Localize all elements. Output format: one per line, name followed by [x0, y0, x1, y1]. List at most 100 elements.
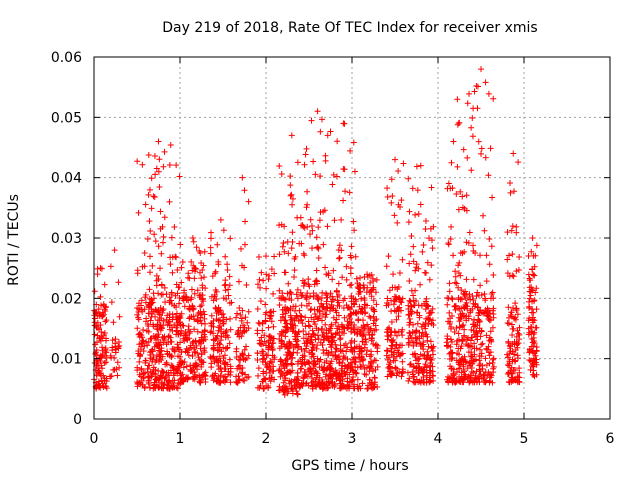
data-point — [417, 379, 424, 386]
data-point — [468, 349, 475, 356]
data-point — [396, 304, 403, 311]
data-point — [234, 310, 241, 317]
data-point — [418, 367, 425, 374]
data-point — [156, 156, 163, 163]
data-point — [102, 359, 109, 366]
data-point — [164, 348, 171, 355]
data-point — [511, 188, 518, 195]
data-point — [214, 241, 221, 248]
data-point — [364, 302, 371, 309]
data-point — [218, 333, 225, 340]
data-point — [490, 95, 497, 102]
data-point — [320, 241, 327, 248]
data-point — [301, 252, 308, 259]
data-point — [192, 362, 199, 369]
data-point — [367, 288, 374, 295]
data-point — [513, 223, 520, 230]
data-point-peak — [417, 162, 424, 169]
data-point — [444, 301, 451, 308]
data-point — [420, 369, 427, 376]
data-point — [302, 369, 309, 376]
data-point — [413, 297, 420, 304]
data-point — [177, 321, 184, 328]
data-point — [198, 260, 205, 267]
data-point — [284, 369, 291, 376]
data-point — [416, 364, 423, 371]
data-point — [450, 252, 457, 259]
data-point — [93, 352, 100, 359]
data-point — [140, 326, 147, 333]
data-point — [347, 346, 354, 353]
data-point — [202, 379, 209, 386]
data-point — [277, 330, 284, 337]
data-point — [508, 364, 515, 371]
data-point — [236, 333, 243, 340]
data-point — [241, 346, 248, 353]
data-point — [283, 342, 290, 349]
data-point — [487, 374, 494, 381]
data-point — [222, 277, 229, 284]
data-point — [334, 138, 341, 145]
data-point — [406, 330, 413, 337]
data-point — [200, 359, 207, 366]
data-point — [526, 288, 533, 295]
data-point — [473, 293, 480, 300]
data-point — [258, 269, 265, 276]
data-point — [469, 133, 476, 140]
data-point — [210, 353, 217, 360]
data-point — [263, 364, 270, 371]
data-point — [366, 326, 373, 333]
data-point — [424, 259, 431, 266]
data-point — [157, 327, 164, 334]
data-point — [309, 227, 316, 234]
data-point — [427, 225, 434, 232]
data-point — [397, 204, 404, 211]
data-point — [195, 354, 202, 361]
data-point — [294, 344, 301, 351]
data-point — [276, 251, 283, 258]
data-point — [308, 353, 315, 360]
data-point — [388, 308, 395, 315]
data-point — [303, 296, 310, 303]
data-point — [115, 345, 122, 352]
data-point — [361, 295, 368, 302]
data-point — [259, 378, 266, 385]
data-point — [383, 302, 390, 309]
data-point — [215, 308, 222, 315]
data-point — [533, 285, 540, 292]
data-point — [326, 380, 333, 387]
data-point — [531, 272, 538, 279]
data-point — [526, 349, 533, 356]
data-point — [372, 322, 379, 329]
data-point — [155, 243, 162, 250]
data-point — [466, 229, 473, 236]
data-point — [533, 348, 540, 355]
data-point — [201, 274, 208, 281]
data-point — [208, 293, 215, 300]
data-point — [482, 154, 489, 161]
x-tick-label: 0 — [90, 431, 99, 447]
data-point — [198, 302, 205, 309]
data-point — [101, 281, 108, 288]
data-point — [368, 381, 375, 388]
data-point — [254, 330, 261, 337]
data-point — [388, 176, 395, 183]
data-point — [478, 375, 485, 382]
data-point — [338, 247, 345, 254]
data-point — [462, 295, 469, 302]
data-point — [213, 356, 220, 363]
data-point — [339, 359, 346, 366]
data-point — [426, 367, 433, 374]
data-point — [145, 151, 152, 158]
data-point — [146, 286, 153, 293]
data-point — [283, 370, 290, 377]
data-point — [301, 224, 308, 231]
data-point — [207, 329, 214, 336]
data-point — [417, 281, 424, 288]
data-point — [292, 336, 299, 343]
data-point — [146, 362, 153, 369]
data-point — [134, 267, 141, 274]
data-point — [239, 350, 246, 357]
data-point — [456, 119, 463, 126]
data-point — [509, 348, 516, 355]
